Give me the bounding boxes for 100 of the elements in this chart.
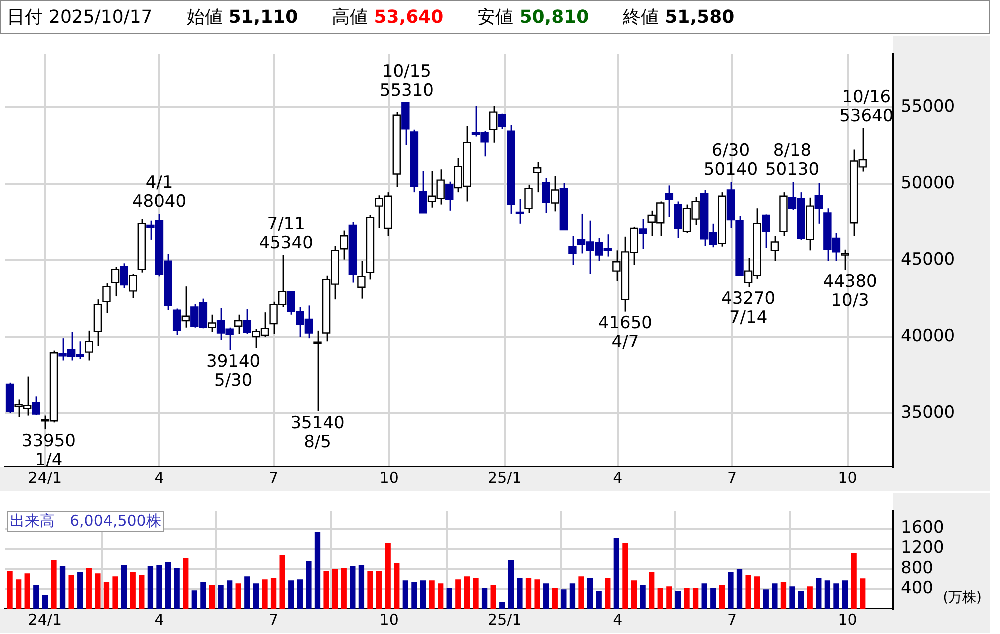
- bar: [385, 543, 391, 609]
- candlestick: [129, 274, 138, 299]
- x-tick-label: 4: [154, 610, 164, 629]
- bar: [86, 568, 92, 609]
- annotation: 4/1 48040: [132, 173, 187, 212]
- bar: [183, 558, 189, 609]
- bar: [16, 580, 22, 609]
- bar: [209, 585, 216, 609]
- candlestick: [314, 330, 322, 412]
- bar: [156, 565, 162, 609]
- candlestick: [638, 218, 648, 250]
- annotation: 7/11 45340: [259, 214, 314, 254]
- candlestick: [419, 170, 428, 214]
- x-tick-label: 25/1: [488, 468, 522, 487]
- bar: [561, 590, 567, 609]
- bar: [121, 565, 128, 609]
- annotation: 39140 5/30: [206, 352, 261, 392]
- x-tick-label: 24/1: [28, 468, 62, 487]
- bar: [262, 580, 268, 609]
- bar: [570, 584, 576, 609]
- annotation: 43270 7/14: [722, 288, 776, 328]
- bar: [508, 560, 514, 609]
- text: 53,640: [374, 7, 444, 28]
- bar: [306, 561, 312, 609]
- annotation: 8/18 50130: [765, 141, 820, 180]
- x-tick-label: 10: [838, 610, 858, 629]
- bar: [280, 555, 286, 609]
- y-tick-label: 45000: [901, 250, 956, 270]
- bar: [192, 590, 198, 609]
- bar: [587, 578, 594, 609]
- annotation: 6/30 50140: [704, 140, 758, 180]
- candlestick: [243, 308, 252, 335]
- text: 50,810: [520, 7, 590, 28]
- y-tick-label: 1600: [901, 518, 944, 538]
- candlestick: [665, 184, 674, 218]
- bar: [534, 580, 540, 609]
- bar: [376, 571, 382, 609]
- annotation: 10/15 55310: [380, 62, 434, 101]
- bar: [526, 578, 532, 609]
- bar: [324, 571, 330, 609]
- bar: [226, 580, 233, 609]
- bar: [24, 574, 30, 609]
- bar: [614, 538, 620, 609]
- bar: [7, 571, 13, 609]
- x-tick-label: 24/1: [28, 610, 62, 629]
- bar: [702, 584, 708, 609]
- candlestick: [340, 230, 348, 261]
- bar: [112, 576, 118, 609]
- bar: [253, 584, 260, 609]
- candlestick: [762, 214, 770, 250]
- bar: [490, 585, 496, 609]
- bar: [394, 564, 400, 609]
- annotation: 44380 10/3: [823, 272, 878, 311]
- bar: [658, 588, 664, 609]
- bar: [763, 590, 769, 609]
- bar: [358, 565, 365, 609]
- bar: [68, 575, 74, 609]
- bar: [728, 572, 734, 609]
- bar: [270, 578, 277, 609]
- y-tick-label: 400: [901, 578, 934, 598]
- bar: [438, 584, 444, 609]
- bar: [736, 570, 743, 609]
- bar: [500, 602, 506, 609]
- y-tick-label: 55000: [901, 97, 956, 118]
- y-tick-label: 800: [901, 558, 934, 578]
- candlestick: [814, 182, 823, 225]
- bar: [666, 586, 672, 609]
- bar: [174, 568, 180, 609]
- candlestick: [568, 235, 577, 266]
- y-axis-title: (万株): [943, 589, 982, 607]
- annotation: 35140 8/5: [290, 413, 345, 452]
- candlestick: [674, 201, 682, 240]
- bar: [675, 591, 682, 609]
- bar: [816, 578, 822, 609]
- x-tick-label: 4: [154, 468, 164, 487]
- x-tick-label: 25/1: [488, 610, 522, 629]
- bar: [51, 560, 57, 609]
- x-tick-label: 10: [838, 468, 858, 487]
- candlestick: [102, 282, 111, 314]
- bar: [429, 580, 435, 609]
- bar: [578, 576, 584, 609]
- y-tick-label: 50000: [901, 174, 956, 194]
- bar: [244, 576, 250, 609]
- bar: [60, 566, 66, 609]
- candlestick: [172, 308, 182, 336]
- bar: [104, 582, 110, 609]
- bar: [631, 580, 638, 609]
- bar: [798, 591, 804, 609]
- bar: [746, 575, 752, 609]
- candlestick: [533, 161, 542, 194]
- bar: [834, 584, 840, 609]
- bar: [341, 568, 347, 609]
- x-tick-label: 4: [613, 468, 623, 487]
- bar: [544, 584, 550, 609]
- candlestick: [32, 396, 40, 416]
- bar: [649, 572, 655, 609]
- candlestick: [182, 286, 190, 329]
- bar: [368, 571, 374, 609]
- bar: [95, 574, 101, 609]
- candlestick: [446, 181, 454, 212]
